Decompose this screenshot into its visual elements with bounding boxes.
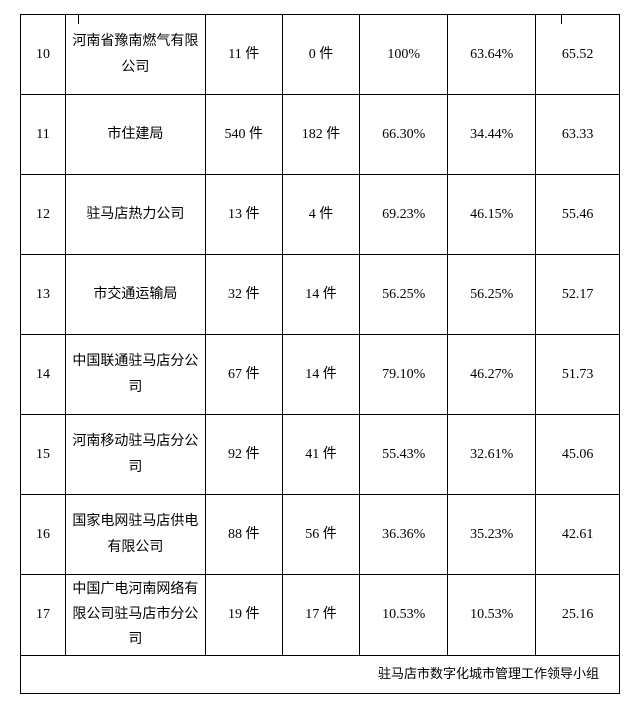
cell-b: 0 件 bbox=[282, 15, 359, 95]
cell-e: 52.17 bbox=[536, 255, 620, 335]
table-row: 10 河南省豫南燃气有限公司 11 件 0 件 100% 63.64% 65.5… bbox=[21, 15, 620, 95]
table-row: 12 驻马店热力公司 13 件 4 件 69.23% 46.15% 55.46 bbox=[21, 175, 620, 255]
table-row: 13 市交通运输局 32 件 14 件 56.25% 56.25% 52.17 bbox=[21, 255, 620, 335]
cell-c: 100% bbox=[360, 15, 448, 95]
cell-d: 56.25% bbox=[448, 255, 536, 335]
cell-a: 67 件 bbox=[205, 335, 282, 415]
cell-b: 182 件 bbox=[282, 95, 359, 175]
cell-a: 88 件 bbox=[205, 495, 282, 575]
table-row: 17 中国广电河南网络有限公司驻马店市分公司 19 件 17 件 10.53% … bbox=[21, 575, 620, 656]
cell-a: 11 件 bbox=[205, 15, 282, 95]
top-tick-right bbox=[561, 14, 562, 24]
cell-idx: 10 bbox=[21, 15, 66, 95]
table-footer-row: 驻马店市数字化城市管理工作领导小组 bbox=[21, 655, 620, 693]
cell-name: 河南移动驻马店分公司 bbox=[66, 415, 206, 495]
cell-name: 驻马店热力公司 bbox=[66, 175, 206, 255]
table-body: 10 河南省豫南燃气有限公司 11 件 0 件 100% 63.64% 65.5… bbox=[21, 15, 620, 694]
cell-c: 36.36% bbox=[360, 495, 448, 575]
cell-c: 56.25% bbox=[360, 255, 448, 335]
cell-name: 市住建局 bbox=[66, 95, 206, 175]
cell-e: 55.46 bbox=[536, 175, 620, 255]
cell-c: 55.43% bbox=[360, 415, 448, 495]
cell-name: 市交通运输局 bbox=[66, 255, 206, 335]
cell-e: 51.73 bbox=[536, 335, 620, 415]
cell-d: 32.61% bbox=[448, 415, 536, 495]
cell-e: 25.16 bbox=[536, 575, 620, 656]
footer-text: 驻马店市数字化城市管理工作领导小组 bbox=[21, 655, 620, 693]
cell-name: 河南省豫南燃气有限公司 bbox=[66, 15, 206, 95]
cell-e: 42.61 bbox=[536, 495, 620, 575]
table-row: 14 中国联通驻马店分公司 67 件 14 件 79.10% 46.27% 51… bbox=[21, 335, 620, 415]
cell-idx: 12 bbox=[21, 175, 66, 255]
cell-idx: 15 bbox=[21, 415, 66, 495]
cell-c: 79.10% bbox=[360, 335, 448, 415]
cell-b: 4 件 bbox=[282, 175, 359, 255]
cell-b: 41 件 bbox=[282, 415, 359, 495]
cell-b: 14 件 bbox=[282, 255, 359, 335]
cell-d: 35.23% bbox=[448, 495, 536, 575]
cell-idx: 17 bbox=[21, 575, 66, 656]
cell-name: 国家电网驻马店供电有限公司 bbox=[66, 495, 206, 575]
table-row: 15 河南移动驻马店分公司 92 件 41 件 55.43% 32.61% 45… bbox=[21, 415, 620, 495]
cell-name: 中国广电河南网络有限公司驻马店市分公司 bbox=[66, 575, 206, 656]
cell-idx: 16 bbox=[21, 495, 66, 575]
cell-b: 17 件 bbox=[282, 575, 359, 656]
table-row: 16 国家电网驻马店供电有限公司 88 件 56 件 36.36% 35.23%… bbox=[21, 495, 620, 575]
cell-d: 63.64% bbox=[448, 15, 536, 95]
cell-b: 56 件 bbox=[282, 495, 359, 575]
cell-c: 69.23% bbox=[360, 175, 448, 255]
cell-d: 10.53% bbox=[448, 575, 536, 656]
cell-a: 92 件 bbox=[205, 415, 282, 495]
cell-d: 46.15% bbox=[448, 175, 536, 255]
cell-e: 45.06 bbox=[536, 415, 620, 495]
data-table: 10 河南省豫南燃气有限公司 11 件 0 件 100% 63.64% 65.5… bbox=[20, 14, 620, 694]
cell-idx: 13 bbox=[21, 255, 66, 335]
cell-idx: 11 bbox=[21, 95, 66, 175]
cell-b: 14 件 bbox=[282, 335, 359, 415]
table-row: 11 市住建局 540 件 182 件 66.30% 34.44% 63.33 bbox=[21, 95, 620, 175]
cell-a: 32 件 bbox=[205, 255, 282, 335]
cell-e: 63.33 bbox=[536, 95, 620, 175]
cell-name: 中国联通驻马店分公司 bbox=[66, 335, 206, 415]
cell-a: 540 件 bbox=[205, 95, 282, 175]
cell-idx: 14 bbox=[21, 335, 66, 415]
cell-e: 65.52 bbox=[536, 15, 620, 95]
top-tick-left bbox=[78, 14, 79, 24]
page: 10 河南省豫南燃气有限公司 11 件 0 件 100% 63.64% 65.5… bbox=[0, 14, 640, 714]
cell-a: 13 件 bbox=[205, 175, 282, 255]
cell-c: 10.53% bbox=[360, 575, 448, 656]
cell-d: 46.27% bbox=[448, 335, 536, 415]
cell-a: 19 件 bbox=[205, 575, 282, 656]
cell-d: 34.44% bbox=[448, 95, 536, 175]
cell-c: 66.30% bbox=[360, 95, 448, 175]
